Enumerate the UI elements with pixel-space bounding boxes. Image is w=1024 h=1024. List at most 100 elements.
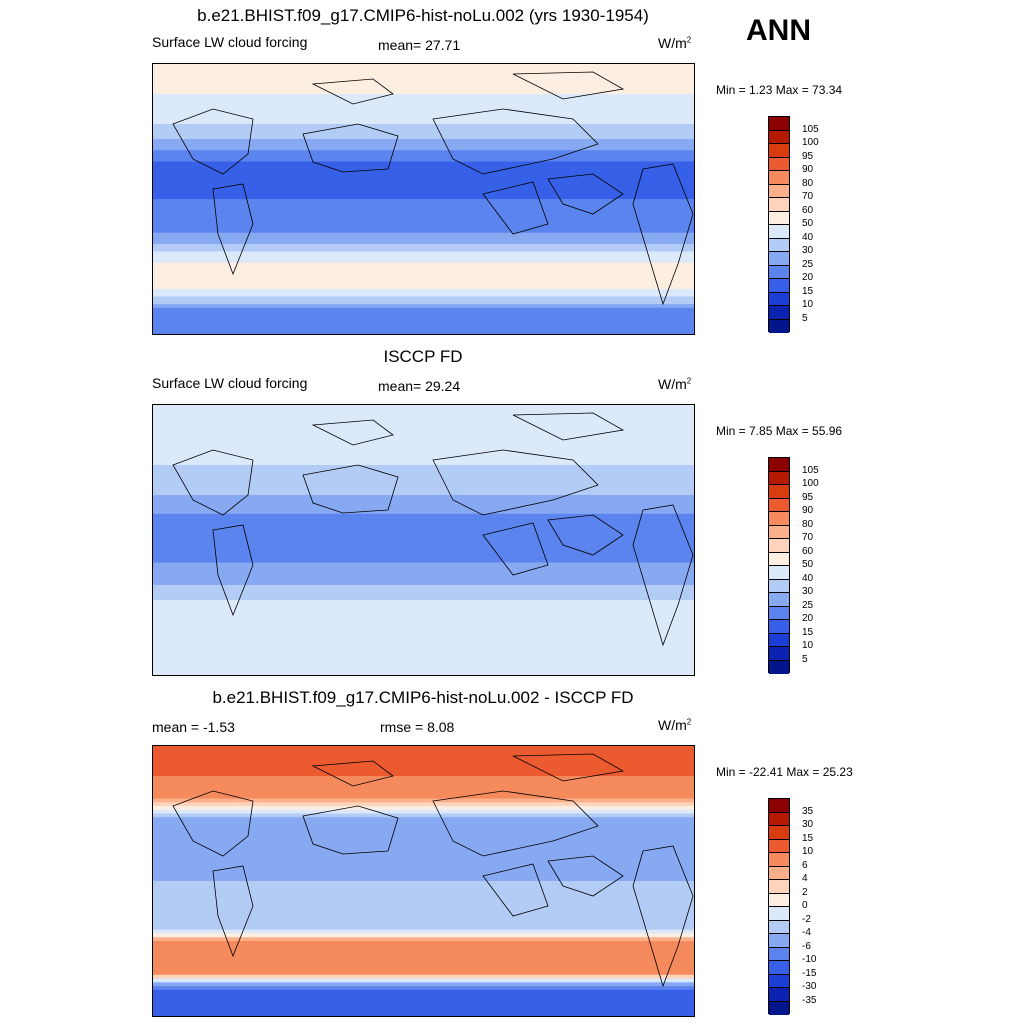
map-band [153,274,694,279]
map-band [153,577,694,582]
colorbar-tick-label: 10 [802,640,814,651]
map-band [153,491,694,496]
coastline [547,514,624,556]
map-band [153,330,694,334]
map-band [153,866,694,869]
map-band [153,84,694,90]
colorbar-swatch [769,471,789,485]
map-band [153,851,694,856]
map-band [153,537,694,541]
map-band [153,645,694,650]
map-band [153,871,694,874]
map-band [153,525,694,528]
coastline [512,71,625,100]
colorbar-tick-label: 90 [802,505,814,516]
map-band [153,558,694,563]
map-band [153,656,694,661]
map-band [153,993,694,998]
colorbar-swatch [769,988,789,1002]
colorbar-tick-label: 40 [802,231,814,243]
map-band [153,105,694,110]
map-band [153,791,694,796]
colorbar-swatch [769,279,789,293]
map-band [153,839,694,844]
colorbar-swatch [769,660,789,674]
map-band [153,914,694,919]
map-band [153,194,694,197]
map-band [153,948,694,953]
minmax-label: Min = -22.41 Max = 25.23 [716,765,853,779]
map-band [153,806,694,811]
map-band [153,828,694,833]
map-band [153,292,694,297]
map-band [153,247,694,252]
colorbar-swatch [769,579,789,593]
map-band [153,487,694,492]
map-band [153,978,694,983]
map-band [153,285,694,290]
map-plot [152,404,695,676]
colorbar-tick-label: 15 [802,626,814,638]
map-band [153,611,694,616]
map-band [153,189,694,192]
colorbar-swatch [769,799,789,813]
map-band [153,410,694,416]
units-label: W/m2 [658,717,692,733]
colorbar-swatch [769,839,789,853]
map-band [153,1012,694,1016]
map-band [153,510,694,515]
colorbar-swatch [769,458,789,472]
map-band [153,652,694,657]
colorbar-swatch [769,252,789,266]
colorbar-swatch [769,144,789,158]
coastline [311,78,394,105]
map-band [153,802,694,807]
map-band [153,405,694,411]
map-band [153,868,694,872]
map-band [153,585,694,590]
map-band [153,139,694,144]
coastline [547,855,624,897]
map-band [153,607,694,612]
map-band [153,881,694,886]
map-band [153,184,694,187]
map-band [153,967,694,972]
colorbar-tick-label: -30 [802,981,817,992]
map-band [153,430,694,436]
map-band [153,180,694,185]
map-band [153,746,694,752]
colorbar-tick-label: 35 [802,805,814,817]
map-band [153,794,694,799]
map-band [153,468,694,473]
map-band [153,154,694,159]
map-band [153,873,694,877]
map-band [153,971,694,976]
colorbar-swatch [769,525,789,539]
map-band [153,420,694,426]
colorbar-tick-label: 25 [802,599,814,611]
map-band [153,199,694,204]
map-plot [152,745,695,1017]
map-band [153,555,694,560]
mean-label: mean = -1.53 [152,719,235,735]
map-band [153,135,694,140]
map-band [153,633,694,638]
coastline [482,181,549,235]
map-band [153,435,694,440]
map-band [153,540,694,545]
colorbar [768,798,790,1015]
map-band [153,581,694,586]
colorbar-tick-label: 0 [802,900,808,911]
colorbar-tick-label: 25 [802,258,814,270]
map-band [153,843,694,848]
colorbar-swatch [769,292,789,306]
coastline [512,412,625,441]
map-band [153,157,694,162]
map-band [153,191,694,195]
map-band [153,783,694,788]
colorbar-tick-label: 100 [802,478,819,489]
colorbar-tick-label: 5 [802,653,808,665]
colorbar [768,116,790,333]
map-band [153,982,694,987]
map-band [153,798,694,803]
